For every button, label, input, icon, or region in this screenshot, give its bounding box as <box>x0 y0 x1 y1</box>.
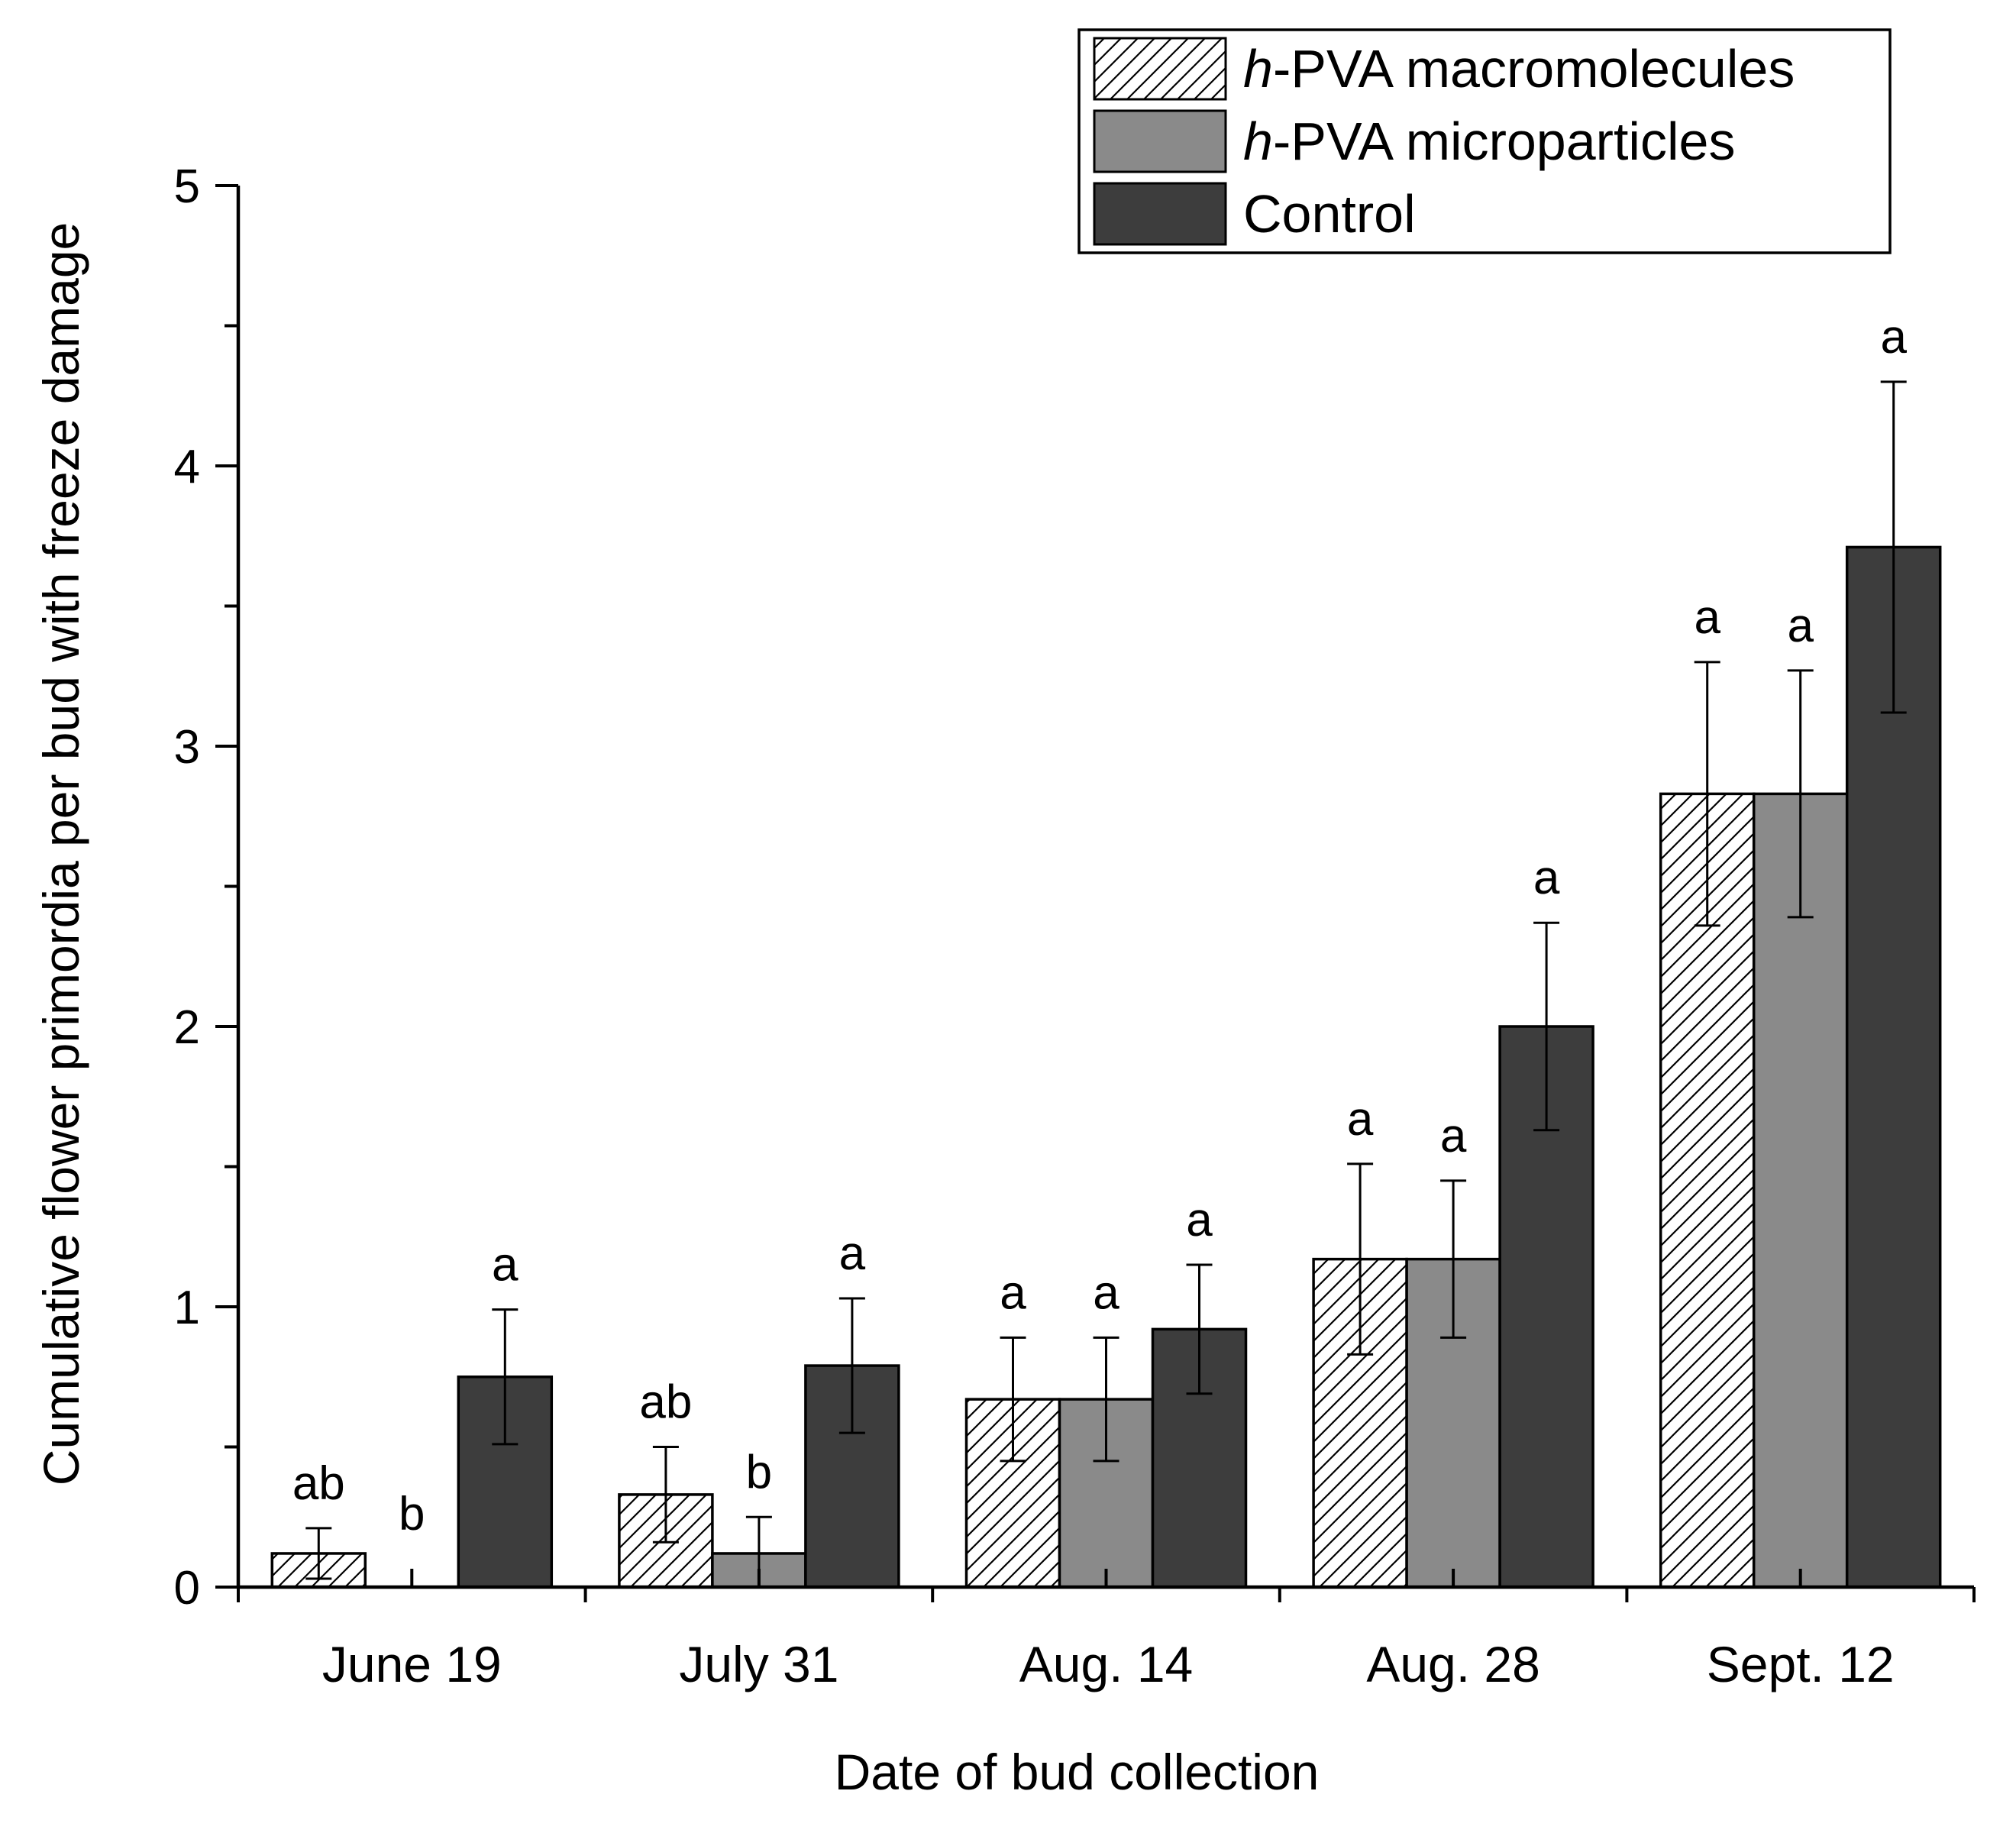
x-tick-label: July 31 <box>679 1636 838 1692</box>
significance-letter: a <box>1694 591 1720 644</box>
y-tick-label: 3 <box>174 721 200 774</box>
legend-item-control: Control <box>1093 182 1416 246</box>
x-tick-label: Sept. 12 <box>1707 1636 1895 1692</box>
y-tick-label: 0 <box>174 1562 200 1615</box>
legend-item-macromolecules: h-PVA macromolecules <box>1093 37 1795 101</box>
y-tick-label: 5 <box>174 160 200 213</box>
x-tick-label: Aug. 14 <box>1019 1636 1194 1692</box>
legend-label-rest: Control <box>1243 184 1416 244</box>
legend-swatch-hatch <box>1093 37 1227 101</box>
significance-letter: a <box>1186 1194 1213 1246</box>
legend-label-control: Control <box>1243 184 1416 244</box>
x-axis-title: Date of bud collection <box>835 1744 1320 1800</box>
significance-letter: a <box>1093 1266 1119 1319</box>
significance-letter: b <box>746 1446 772 1498</box>
y-axis-title: Cumulative flower primordia per bud with… <box>33 222 89 1485</box>
bar <box>1752 792 1849 1589</box>
significance-letter: a <box>1787 600 1814 652</box>
x-tick-label: June 19 <box>322 1636 502 1692</box>
significance-letter: a <box>492 1239 519 1292</box>
legend-label-rest: -PVA macromolecules <box>1273 39 1795 99</box>
legend-swatch-gray <box>1093 109 1227 173</box>
significance-letter: a <box>1000 1266 1026 1319</box>
significance-letter: ab <box>639 1376 692 1429</box>
significance-letter: a <box>1347 1093 1374 1146</box>
significance-letter: b <box>399 1488 425 1540</box>
y-tick-label: 1 <box>174 1282 200 1334</box>
legend-label-italic: h <box>1243 39 1273 99</box>
y-tick-label: 4 <box>174 441 200 493</box>
legend-label-italic: h <box>1243 112 1273 171</box>
legend-label-microparticles: h-PVA microparticles <box>1243 112 1735 171</box>
legend: h-PVA macromolecules h-PVA microparticle… <box>1077 28 1892 254</box>
legend-item-microparticles: h-PVA microparticles <box>1093 109 1735 173</box>
significance-letter: a <box>1880 311 1907 364</box>
significance-letter: ab <box>292 1457 345 1510</box>
significance-letter: a <box>839 1227 866 1280</box>
significance-letter: a <box>1440 1110 1467 1162</box>
legend-swatch-dark <box>1093 182 1227 246</box>
legend-label-rest: -PVA microparticles <box>1273 112 1736 171</box>
legend-label-macromolecules: h-PVA macromolecules <box>1243 39 1795 99</box>
bar <box>1845 545 1942 1589</box>
x-tick-label: Aug. 28 <box>1366 1636 1540 1692</box>
significance-letter: a <box>1533 852 1560 904</box>
y-tick-label: 2 <box>174 1001 200 1054</box>
